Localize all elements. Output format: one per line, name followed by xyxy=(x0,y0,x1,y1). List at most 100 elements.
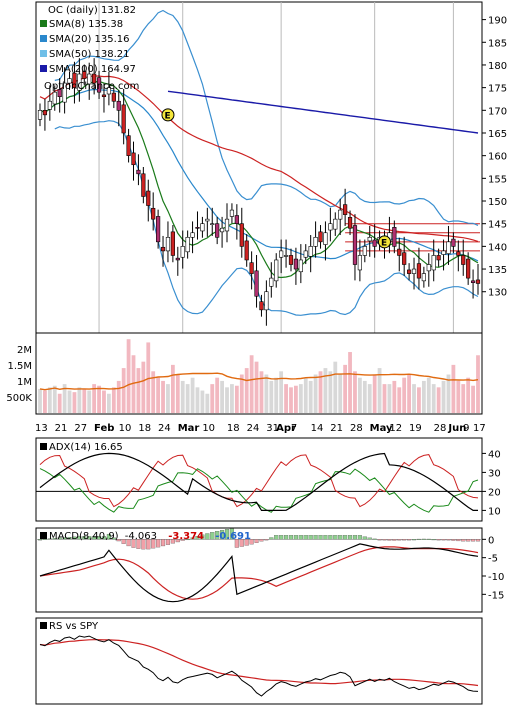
macd-title: MACD(8,40,9) -4.063 -3.374 -0.691 xyxy=(49,531,251,542)
macd-histogram-bar xyxy=(92,536,97,540)
macd-histogram-bar xyxy=(67,536,72,540)
volume-bar xyxy=(175,374,180,413)
legend: OC (daily) 131.82 SMA(8) 135.38 SMA(20) 1… xyxy=(40,5,139,92)
macd-histogram-bar xyxy=(151,539,156,549)
price-tick-label: 160 xyxy=(488,152,507,163)
volume-y-axis: 500K 1M 1.5M 2M xyxy=(6,345,32,404)
volume-bar xyxy=(308,380,313,413)
date-label: 31 xyxy=(266,423,279,434)
macd-histogram-bar xyxy=(47,538,52,540)
volume-tick-label: 1.5M xyxy=(7,361,32,372)
candle-body xyxy=(308,246,313,257)
price-tick-label: 170 xyxy=(488,106,507,117)
candle-body xyxy=(151,207,156,220)
candle-body xyxy=(318,231,323,243)
candle-body xyxy=(426,264,431,272)
volume-bar xyxy=(367,384,372,413)
volume-bar xyxy=(412,384,416,413)
volume-bar xyxy=(47,387,52,413)
candle-body xyxy=(264,291,269,311)
volume-bar xyxy=(52,385,57,413)
candle-body xyxy=(101,94,107,98)
earnings-marker-label: E xyxy=(381,238,387,248)
chart-title: OC (daily) 131.82 xyxy=(48,5,136,16)
volume-bar xyxy=(377,368,382,413)
volume-bar xyxy=(43,390,47,413)
earnings-marker xyxy=(161,108,175,122)
volume-bar xyxy=(421,380,426,413)
macd-histogram-bar xyxy=(165,539,171,545)
price-panel: EE 1301351401451501551601651701751801851… xyxy=(35,1,507,414)
macd-histogram-bar xyxy=(279,535,284,540)
earnings-marker-label: E xyxy=(164,111,170,121)
macd-histogram-bar xyxy=(111,537,116,540)
macd-histogram-bar xyxy=(190,537,195,540)
macd-histogram-bar xyxy=(347,535,353,540)
volume-bar xyxy=(456,380,461,413)
volume-bar xyxy=(461,384,466,413)
volume-bar xyxy=(82,388,87,413)
macd-histogram-bar xyxy=(298,535,303,540)
candle-body xyxy=(323,232,328,245)
candle-body xyxy=(116,100,121,111)
macd-histogram-bar xyxy=(106,533,111,540)
price-tick-label: 140 xyxy=(488,242,507,253)
volume-bar xyxy=(180,380,185,413)
candle-body xyxy=(52,91,57,105)
candle-body xyxy=(37,110,43,120)
macd-line xyxy=(39,543,479,603)
macd-histogram-bar xyxy=(367,537,372,540)
macd-histogram-bar xyxy=(357,535,362,540)
date-label: May xyxy=(370,423,393,434)
sma-200-line xyxy=(167,90,479,134)
volume-bar xyxy=(92,384,97,413)
macd-panel-frame xyxy=(35,527,483,613)
volume-bar xyxy=(87,390,92,413)
macd-histogram-bar xyxy=(160,539,166,547)
volume-bar xyxy=(471,385,475,413)
macd-histogram-bar xyxy=(471,539,476,542)
volume-bar xyxy=(259,371,264,413)
volume-bar xyxy=(289,387,293,413)
adx-title: ADX(14) 16.65 xyxy=(49,442,123,453)
macd-histogram-bar xyxy=(264,539,269,541)
macd-histogram-bar xyxy=(185,538,190,541)
candle-body xyxy=(362,246,367,256)
volume-bar xyxy=(451,364,456,413)
candle-body xyxy=(210,223,215,225)
macd-histogram-bar xyxy=(215,531,220,540)
macd-histogram-bar xyxy=(116,539,121,542)
candle-body xyxy=(303,250,308,258)
volume-bar xyxy=(387,384,392,413)
candle-body xyxy=(411,268,417,274)
volume-bar xyxy=(436,387,441,413)
volume-bar xyxy=(466,377,471,413)
volume-tick-label: 500K xyxy=(6,393,32,404)
macd-histogram-bar xyxy=(293,535,298,540)
macd-histogram-bar xyxy=(284,535,289,540)
volume-bar xyxy=(111,387,116,413)
candle-body xyxy=(126,135,131,156)
volume-bar xyxy=(121,368,126,413)
legend-label: SMA(20) 135.16 xyxy=(49,34,130,45)
volume-bar xyxy=(151,371,156,413)
candle-body xyxy=(475,279,481,284)
macd-histogram-bar xyxy=(461,539,466,542)
macd-histogram-bar xyxy=(343,535,348,540)
candle-body xyxy=(461,255,466,265)
candle-body xyxy=(249,262,254,274)
volume-bar xyxy=(195,387,200,413)
volume-bar xyxy=(249,355,254,413)
volume-bar xyxy=(303,377,308,413)
volume-bar xyxy=(230,384,234,413)
rs-panel-frame xyxy=(35,617,483,705)
volume-bar xyxy=(298,384,303,413)
macd-y-axis: 0 -5 -10 -15 xyxy=(482,535,504,601)
volume-bar xyxy=(166,384,170,413)
price-tick-label: 185 xyxy=(488,38,507,49)
macd-histogram-bar xyxy=(426,538,431,540)
candle-body xyxy=(357,255,362,271)
volume-bar xyxy=(323,368,328,413)
candle-body xyxy=(254,270,259,297)
price-tick-label: 190 xyxy=(488,16,507,27)
